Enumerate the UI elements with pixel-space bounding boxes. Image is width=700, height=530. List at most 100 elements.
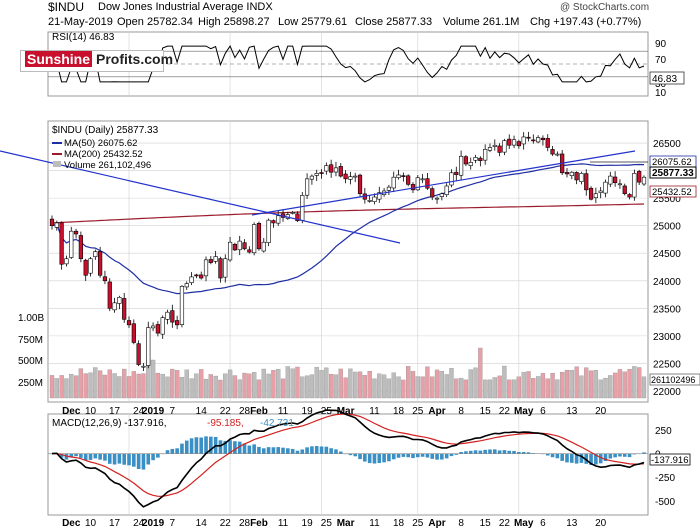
candle-body xyxy=(353,175,358,178)
macd-histogram-bar xyxy=(603,453,608,462)
macd-histogram-bar xyxy=(632,453,637,455)
x-tick-label: 11 xyxy=(278,406,289,417)
candle-body xyxy=(536,137,541,143)
rsi-line xyxy=(51,45,645,83)
price-legend: $INDU (Daily) 25877.33 xyxy=(52,125,159,136)
candle-body xyxy=(545,138,550,148)
macd-histogram-bar xyxy=(396,453,401,458)
volume-bar xyxy=(492,377,497,399)
volume-bar xyxy=(97,370,103,399)
macd-histogram-bar xyxy=(295,450,300,454)
candle-body xyxy=(295,213,300,222)
x-tick-label: 6 xyxy=(540,518,546,529)
x-tick-label: 14 xyxy=(196,406,208,417)
candle-body xyxy=(406,175,411,185)
volume-bar xyxy=(280,378,286,399)
macd-signal-legend: -95.185, xyxy=(207,418,244,429)
volume-bar xyxy=(593,369,599,399)
candle-body xyxy=(526,136,531,139)
candle-body xyxy=(319,172,324,174)
candle-body xyxy=(126,320,132,326)
macd-histogram-bar xyxy=(608,453,613,459)
x-tick-label: Feb xyxy=(250,406,268,417)
candle-body xyxy=(309,175,315,180)
candle-body xyxy=(487,147,493,151)
volume-bar xyxy=(468,369,473,399)
candle-body xyxy=(150,325,156,329)
candle-body xyxy=(218,258,223,279)
macd-histogram-bar xyxy=(194,437,199,454)
macd-histogram-bar xyxy=(88,453,93,460)
candle-body xyxy=(170,310,175,323)
macd-histogram-bar xyxy=(401,453,406,457)
volume-bar xyxy=(531,378,536,399)
price-tick-label: 24000 xyxy=(653,277,681,288)
candle-body xyxy=(54,222,59,228)
macd-histogram-bar xyxy=(570,453,574,463)
macd-histogram-bar xyxy=(242,443,247,454)
volume-bar xyxy=(136,373,141,399)
x-tick-label: 10 xyxy=(85,518,97,529)
volume-bar xyxy=(165,376,170,399)
ma50-line xyxy=(51,163,645,295)
candle-body xyxy=(372,196,377,202)
volume-bar xyxy=(107,369,112,399)
downtrend-line xyxy=(0,150,401,244)
macd-histogram-bar xyxy=(507,450,512,454)
macd-histogram-bar xyxy=(83,453,88,461)
volume-bar xyxy=(478,347,483,399)
macd-histogram-bar xyxy=(204,436,208,454)
volume-bar xyxy=(290,368,295,399)
candle-body xyxy=(59,222,64,265)
volume-bar xyxy=(285,366,290,399)
x-tick-label: 28 xyxy=(239,406,251,417)
volume-bar xyxy=(521,371,526,399)
price-axis: 2650026000255002500024500240002350023000… xyxy=(653,139,681,398)
candle-body xyxy=(213,256,218,262)
candle-body xyxy=(136,343,141,365)
volume-bar xyxy=(54,378,59,399)
macd-histogram-bar xyxy=(103,453,107,461)
candle-body xyxy=(377,192,382,200)
candle-body xyxy=(459,155,464,176)
candle-body xyxy=(492,144,497,147)
volume-bar xyxy=(170,368,175,399)
macd-histogram-bar xyxy=(184,440,189,454)
x-tick-label: 20 xyxy=(595,518,607,529)
candle-body xyxy=(608,175,613,185)
x-tick-label: 11 xyxy=(278,518,289,529)
macd-histogram-bar xyxy=(492,449,497,454)
volume-tag: 261102496 xyxy=(651,375,695,385)
candle-body xyxy=(521,136,526,145)
volume-bar xyxy=(319,370,324,399)
volume-bar xyxy=(449,368,454,399)
candle-body xyxy=(473,157,478,161)
candle-body xyxy=(574,172,579,181)
macd-histogram-bar xyxy=(430,453,435,459)
macd-histogram-bar xyxy=(93,453,98,459)
header-date: 21-May-2019 xyxy=(48,16,113,28)
macd-histogram-bar xyxy=(334,449,338,454)
macd-histogram-bar xyxy=(271,447,276,454)
x-tick-label: 15 xyxy=(480,406,492,417)
x-tick-label: 13 xyxy=(566,518,578,529)
macd-histogram-bar xyxy=(117,453,122,464)
candle-body xyxy=(276,215,281,224)
volume-bar xyxy=(343,377,348,399)
macd-histogram-bar xyxy=(300,449,305,454)
volume-bar xyxy=(256,379,262,399)
candle-body xyxy=(304,178,310,196)
volume-bar xyxy=(458,377,464,399)
macd-histogram-bar xyxy=(107,453,112,464)
x-tick-label: 2019 xyxy=(142,406,165,417)
macd-histogram-bar xyxy=(132,453,136,467)
ma200-tag: 25432.52 xyxy=(652,187,692,198)
x-tick-label: 20 xyxy=(595,406,607,417)
volume-bar xyxy=(535,376,541,399)
candle-body xyxy=(468,162,473,166)
macd-histogram-bar xyxy=(314,446,319,454)
macd-histogram-bar xyxy=(151,453,155,461)
macd-histogram-bar xyxy=(420,453,425,457)
